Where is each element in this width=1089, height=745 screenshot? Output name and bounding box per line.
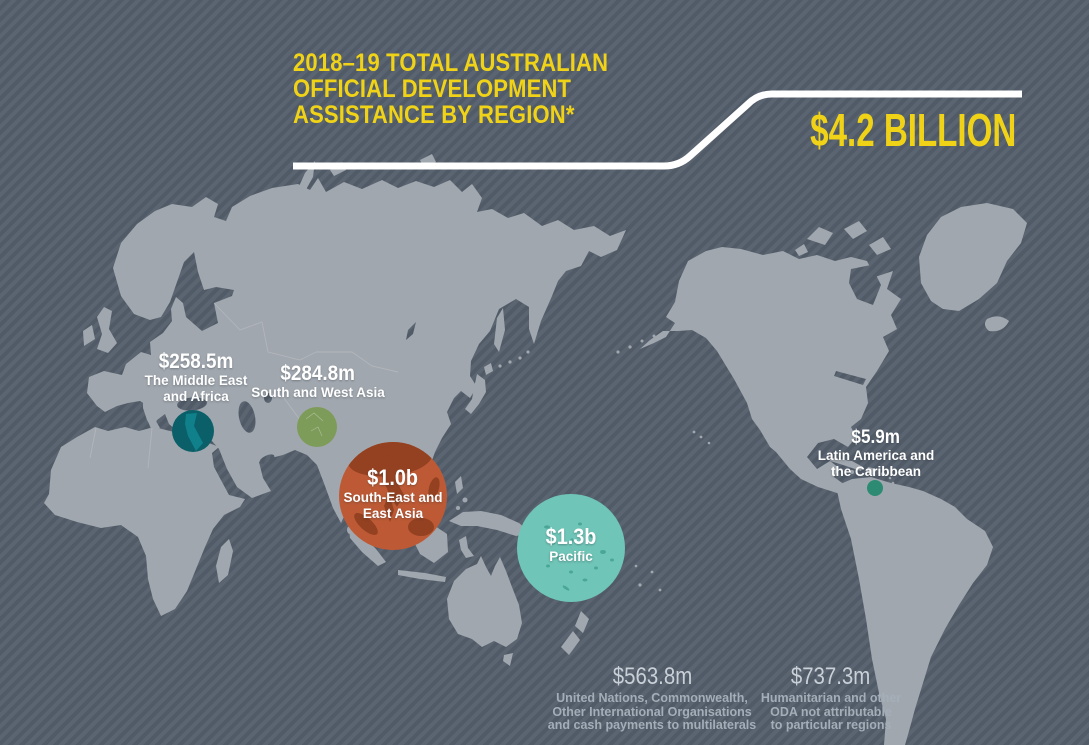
region-label-south-east-east-asia: $1.0b South-East and East Asia — [343, 465, 442, 521]
region-amount: $1.3b — [545, 524, 597, 549]
south-west-asia-bubble-detail — [305, 412, 324, 437]
footnote-line: and cash payments to multilaterals — [547, 718, 757, 732]
landmass-north-america — [640, 247, 901, 499]
footnote-line: United Nations, Commonwealth, — [556, 691, 748, 705]
page-title: 2018–19 TOTAL AUSTRALIAN OFFICIAL DEVELO… — [293, 50, 651, 128]
footnote-amount: $737.3m — [791, 663, 871, 690]
total-amount: $4.2 BILLION — [809, 104, 1016, 156]
region-bubbles — [172, 407, 883, 602]
footnote-multilaterals: $563.8m United Nations, Commonwealth, Ot… — [548, 663, 756, 733]
region-name-line: the Caribbean — [830, 463, 922, 479]
region-name-line: South-East and — [343, 490, 443, 505]
persian-gulf — [259, 454, 275, 464]
page-title-line-2: OFFICIAL DEVELOPMENT — [293, 75, 572, 103]
landmass-africa — [44, 427, 245, 616]
middle-east-bubble-detail — [185, 413, 203, 451]
landmass-greenland — [919, 203, 1027, 311]
region-label-middle-east-africa: $258.5m The Middle East and Africa — [145, 350, 248, 404]
footnote-line: ODA not attributable — [770, 704, 892, 719]
great-lakes — [834, 371, 866, 385]
hudson-bay — [849, 265, 881, 305]
inland-seas — [177, 265, 881, 464]
landmass-britain — [97, 307, 117, 353]
aral-sea — [264, 393, 272, 403]
region-amount: $5.9m — [851, 427, 901, 448]
region-name-line: Latin America and — [817, 448, 935, 463]
region-amount: $1.0b — [367, 465, 419, 490]
country-borders — [89, 302, 399, 469]
black-sea — [177, 397, 207, 411]
landmass-new-guinea — [449, 511, 531, 536]
landmass-iceland — [984, 316, 1009, 332]
region-bubble-latin-america-caribbean — [867, 480, 883, 496]
page-title-line-1: 2018–19 TOTAL AUSTRALIAN — [293, 49, 609, 77]
footnote-humanitarian: $737.3m Humanitarian and other ODA not a… — [761, 663, 901, 733]
region-name-line: and Africa — [163, 388, 229, 404]
landmass-south-america — [836, 477, 993, 745]
landmass-italy — [143, 401, 160, 432]
landmass-java — [398, 570, 446, 582]
page-title-line-3: ASSISTANCE BY REGION* — [293, 101, 575, 129]
caspian-sea — [238, 401, 256, 433]
footnote-line: Humanitarian and other — [760, 691, 902, 705]
south-east-asia-bubble-detail — [348, 442, 440, 536]
region-name-line: The Middle East — [144, 373, 248, 388]
region-bubble-pacific — [517, 494, 625, 602]
landmass-madagascar — [216, 539, 233, 583]
region-label-pacific: $1.3b Pacific — [543, 524, 599, 565]
landmass-australia — [447, 556, 522, 647]
region-bubble-south-west-asia — [297, 407, 337, 447]
landmass-eurasia — [87, 178, 626, 530]
footnote-line: Other International Organisations — [552, 704, 752, 719]
region-label-south-west-asia: $284.8m South and West Asia — [251, 362, 385, 401]
region-name-line: East Asia — [362, 505, 424, 521]
pacific-bubble-detail — [544, 522, 614, 591]
region-name-line: Pacific — [549, 549, 593, 564]
landmasses — [44, 154, 1027, 745]
landmass-ireland — [83, 325, 95, 346]
landmass-new-zealand — [575, 611, 589, 633]
region-name-line: South and West Asia — [251, 385, 385, 400]
landmass-tasmania — [503, 653, 513, 666]
total-callout-line — [293, 90, 1022, 170]
region-amount: $284.8m — [280, 362, 356, 385]
lake-baikal — [406, 322, 416, 340]
region-label-latin-america-caribbean: $5.9m Latin America and the Caribbean — [818, 427, 935, 479]
footnote-amount: $563.8m — [612, 663, 692, 690]
footnote-line: to particular regions — [770, 718, 892, 732]
region-amount: $258.5m — [158, 350, 234, 373]
landmass-japan — [465, 374, 486, 414]
